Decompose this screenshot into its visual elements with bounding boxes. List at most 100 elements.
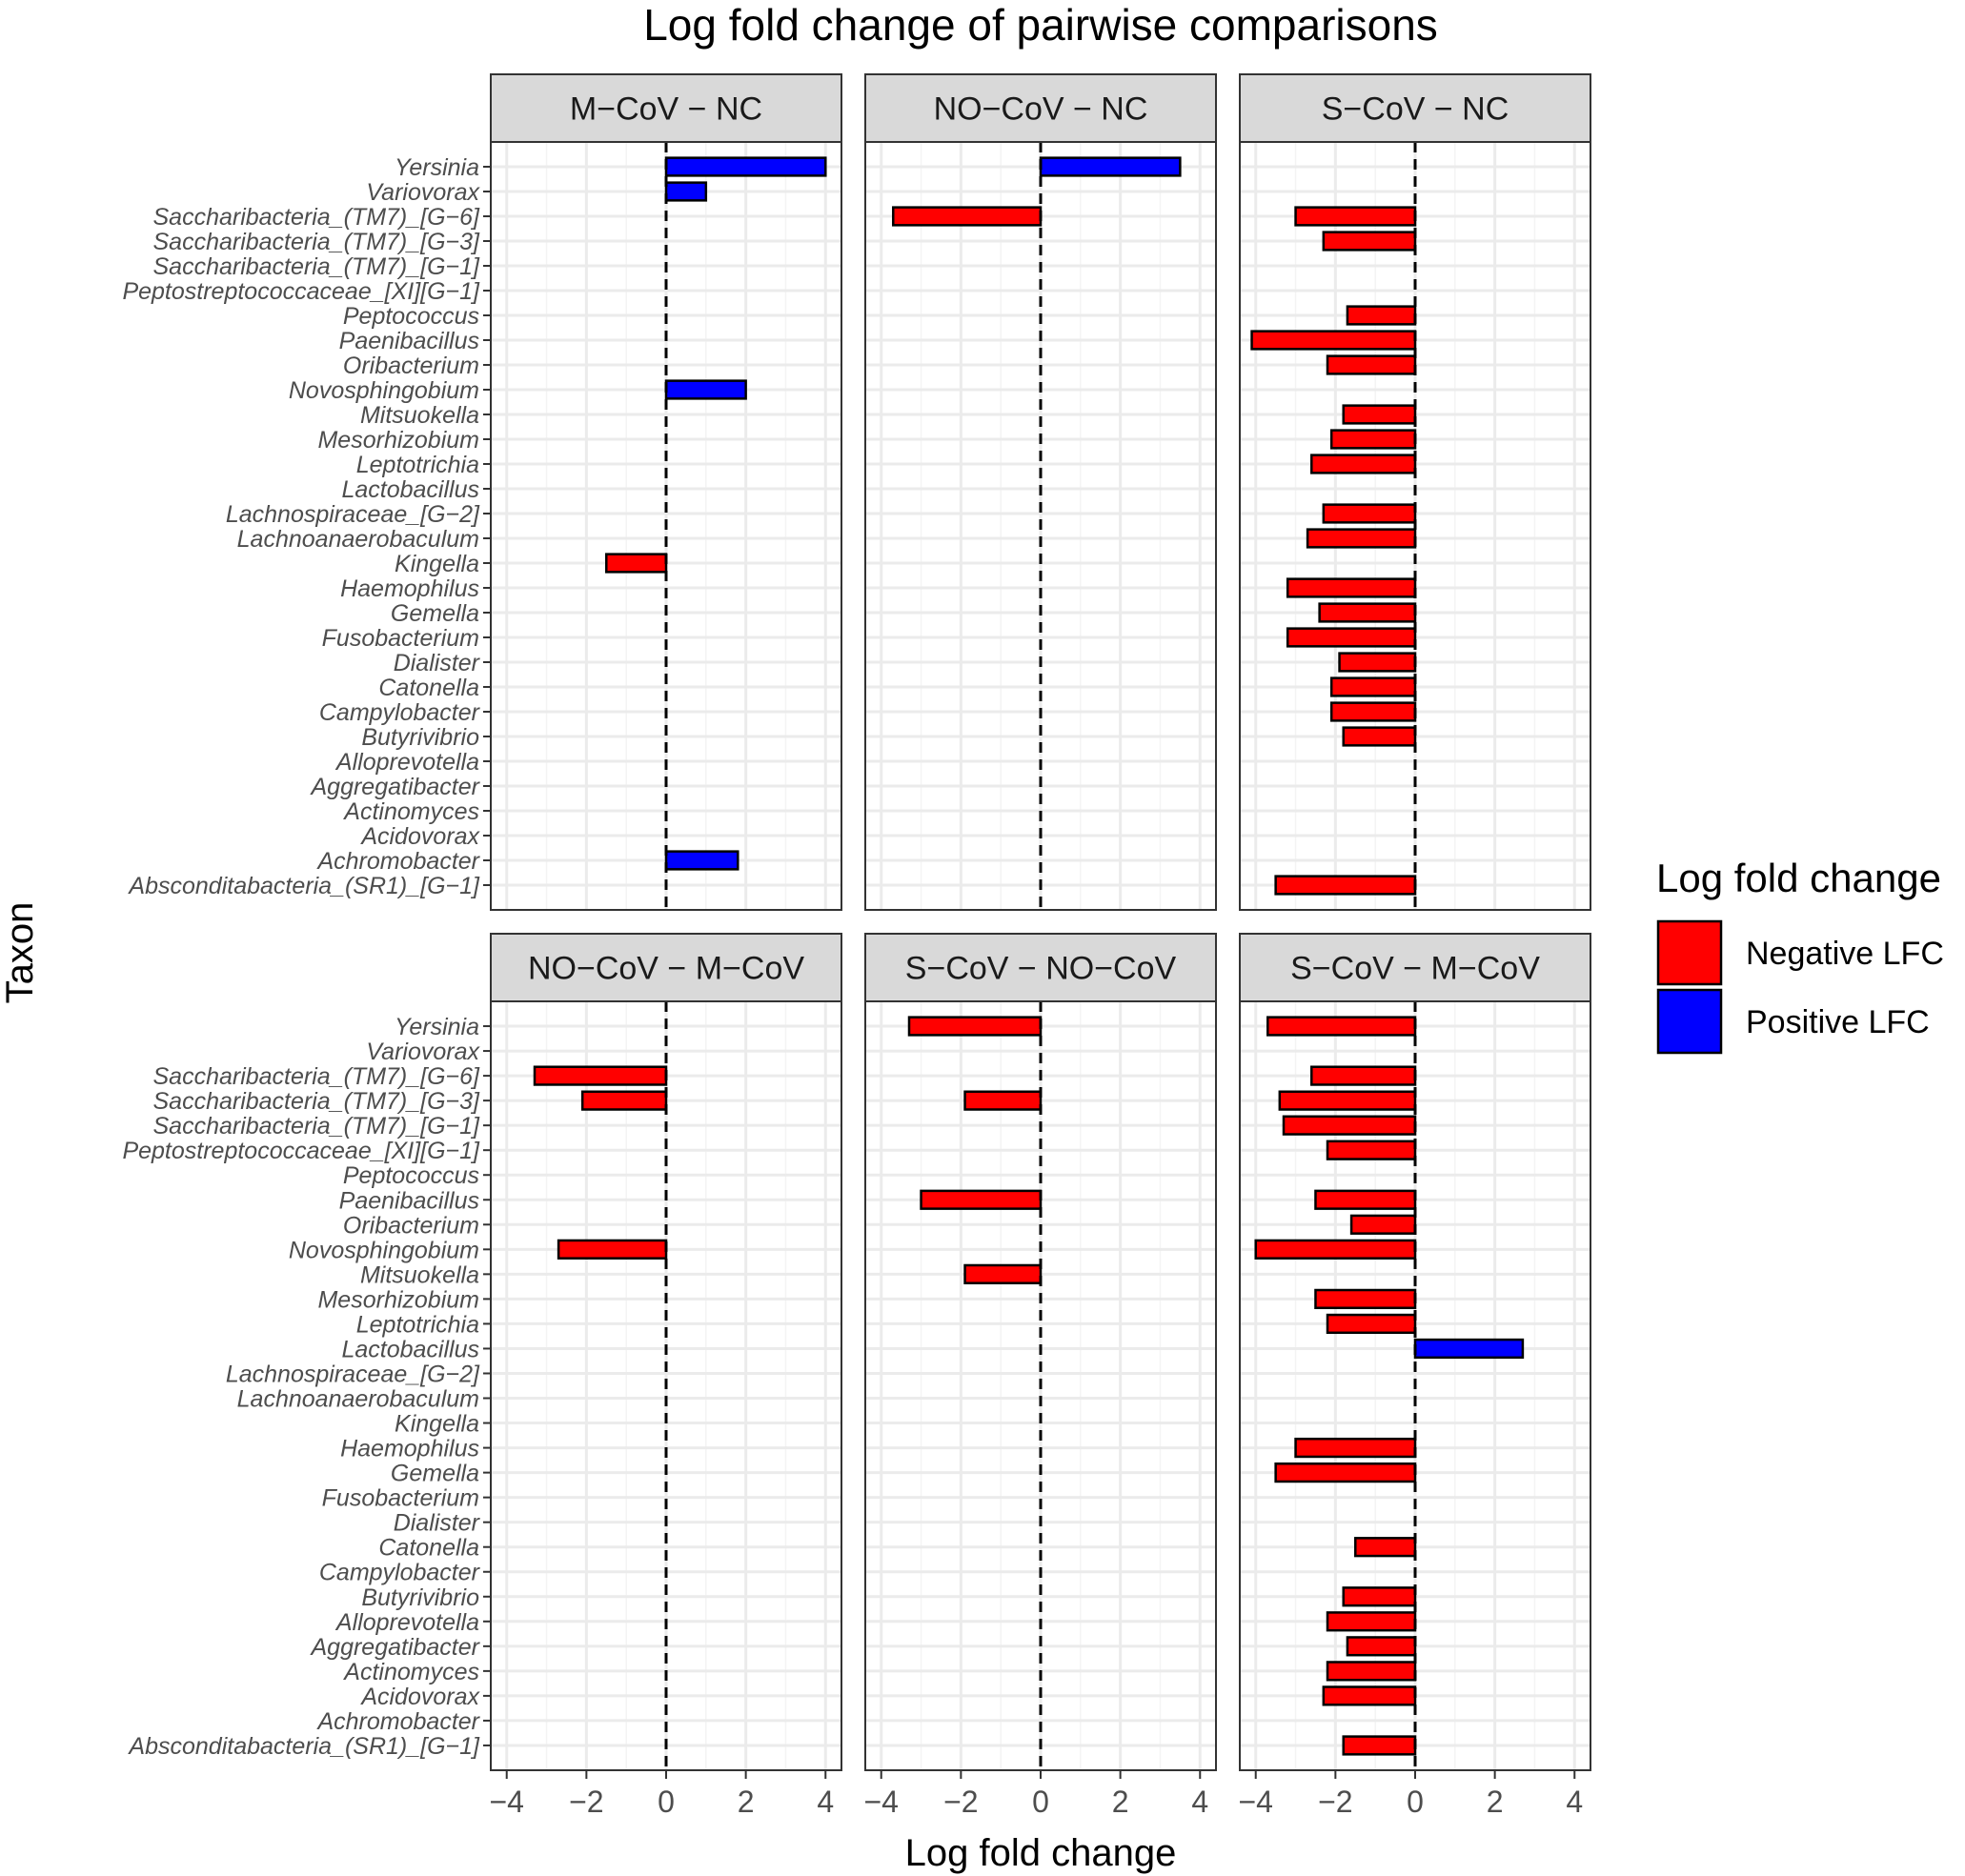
taxon-label: Lachnospiraceae_[G−2]: [226, 501, 480, 528]
facet-panel: S−CoV − NC: [1239, 73, 1591, 911]
taxon-label: Acidovorax: [359, 1684, 480, 1710]
taxon-labels: YersiniaVariovoraxSaccharibacteria_(TM7)…: [122, 154, 491, 1760]
bar: [963, 1263, 1043, 1284]
taxon-label: Acidovorax: [359, 823, 480, 850]
bar: [1326, 1611, 1417, 1632]
facet-strip-label: S−CoV − NO−CoV: [905, 951, 1177, 987]
legend-key-negative: [1656, 919, 1723, 986]
taxon-label: Paenibacillus: [339, 1187, 479, 1214]
x-tick-label: 4: [817, 1785, 834, 1819]
taxon-label: Achromobacter: [315, 848, 480, 875]
taxon-label: Saccharibacteria_(TM7)_[G−1]: [152, 1113, 480, 1140]
bar: [1266, 1016, 1417, 1037]
taxon-label: Kingella: [395, 551, 479, 577]
panel-border: [864, 141, 1217, 911]
bar: [1346, 305, 1417, 326]
taxon-label: Saccharibacteria_(TM7)_[G−3]: [152, 229, 480, 255]
bar: [1286, 577, 1417, 598]
bar: [664, 850, 739, 871]
bar: [1329, 429, 1417, 450]
taxon-label: Butyrivibrio: [361, 1584, 479, 1611]
taxon-label: Fusobacterium: [322, 1485, 479, 1512]
y-axis-title: Taxon: [0, 902, 41, 1004]
bar: [1314, 1189, 1417, 1210]
bar: [1342, 1735, 1417, 1756]
taxon-label: Aggregatibacter: [309, 1634, 480, 1661]
taxon-label: Peptostreptococcaceae_[XI][G−1]: [122, 1138, 480, 1164]
facet-panel: S−CoV − NO−CoV: [864, 933, 1217, 1771]
facet-strip: [864, 933, 1217, 1002]
x-tick-label: 0: [658, 1785, 675, 1819]
taxon-label: Achromobacter: [315, 1708, 480, 1735]
x-tick-label: −2: [1318, 1785, 1352, 1819]
taxon-label: Novosphingobium: [289, 1237, 479, 1263]
bar: [1322, 1685, 1417, 1706]
facet-panel: S−CoV − M−CoV: [1239, 933, 1591, 1771]
facet-panel: M−CoV − NC: [490, 73, 842, 911]
bar: [1346, 1636, 1417, 1657]
bar: [1322, 231, 1417, 252]
bar: [1274, 875, 1417, 896]
taxon-label: Catonella: [378, 675, 479, 701]
taxon-label: Saccharibacteria_(TM7)_[G−6]: [152, 1063, 480, 1090]
x-tick-label: 2: [1487, 1785, 1504, 1819]
taxon-label: Lachnospiraceae_[G−2]: [226, 1361, 480, 1387]
bar: [1294, 1437, 1417, 1459]
bar: [1306, 528, 1417, 549]
bar: [1329, 701, 1417, 722]
taxon-label: Alloprevotella: [334, 1609, 479, 1636]
x-tick-label: 4: [1566, 1785, 1583, 1819]
bar: [1294, 206, 1417, 227]
x-tick-label: −2: [943, 1785, 978, 1819]
taxon-label: Leptotrichia: [356, 1311, 479, 1338]
facet-strip: [1239, 73, 1591, 143]
taxon-label: Lachnoanaerobaculum: [237, 1386, 479, 1413]
taxon-label: Peptococcus: [343, 1162, 479, 1189]
taxon-label: Peptococcus: [343, 303, 479, 330]
taxon-label: Actinomyces: [342, 798, 479, 825]
bar: [907, 1016, 1043, 1037]
x-tick-label: −4: [863, 1785, 898, 1819]
bar: [557, 1239, 668, 1260]
legend-key-positive: [1656, 988, 1723, 1055]
taxon-label: Gemella: [391, 600, 479, 627]
taxon-label: Variovorax: [366, 1039, 480, 1065]
taxon-label: Leptotrichia: [356, 452, 479, 478]
taxon-label: Gemella: [391, 1461, 479, 1487]
facet-strip-label: NO−CoV − NC: [934, 91, 1148, 128]
taxon-label: Lactobacillus: [341, 1336, 479, 1362]
legend: Log fold change Negative LFC Positive LF…: [1656, 856, 1944, 1055]
taxon-label: Dialister: [394, 650, 481, 676]
facet-strip-label: NO−CoV − M−CoV: [528, 951, 804, 987]
bar: [963, 1090, 1043, 1111]
taxon-label: Absconditabacteria_(SR1)_[G−1]: [127, 873, 480, 899]
taxon-label: Campylobacter: [319, 1560, 481, 1586]
bar: [1349, 1214, 1417, 1235]
x-axis-ticks: −4 −2 0 2 4 −4 −2 0 2 4 −4 −2 0 2 4: [489, 1770, 1583, 1819]
taxon-label: Mesorhizobium: [317, 427, 479, 454]
taxon-label: Campylobacter: [319, 699, 481, 726]
taxon-label: Dialister: [394, 1510, 481, 1537]
facet-strip: [864, 73, 1217, 143]
taxon-label: Saccharibacteria_(TM7)_[G−1]: [152, 253, 480, 280]
facet-strip-label: M−CoV − NC: [570, 91, 762, 128]
taxon-label: Lachnoanaerobaculum: [237, 526, 479, 553]
bar: [1278, 1090, 1417, 1111]
bar: [1322, 503, 1417, 524]
taxon-label: Kingella: [395, 1411, 479, 1438]
x-tick-label: −4: [1238, 1785, 1272, 1819]
bar: [1342, 726, 1417, 747]
bar: [1329, 676, 1417, 697]
facet-panel: NO−CoV − M−CoV: [490, 933, 842, 1771]
bar: [1318, 602, 1417, 623]
taxon-label: Butyrivibrio: [361, 724, 479, 751]
panel-border: [490, 141, 842, 911]
bar: [664, 181, 708, 202]
bar: [1254, 1239, 1417, 1260]
taxon-label: Paenibacillus: [339, 328, 479, 354]
facet-panel: NO−CoV − NC: [864, 73, 1217, 911]
x-tick-label: −2: [569, 1785, 603, 1819]
bar: [533, 1065, 668, 1086]
taxon-label: Actinomyces: [342, 1659, 479, 1685]
bar: [1310, 454, 1417, 474]
